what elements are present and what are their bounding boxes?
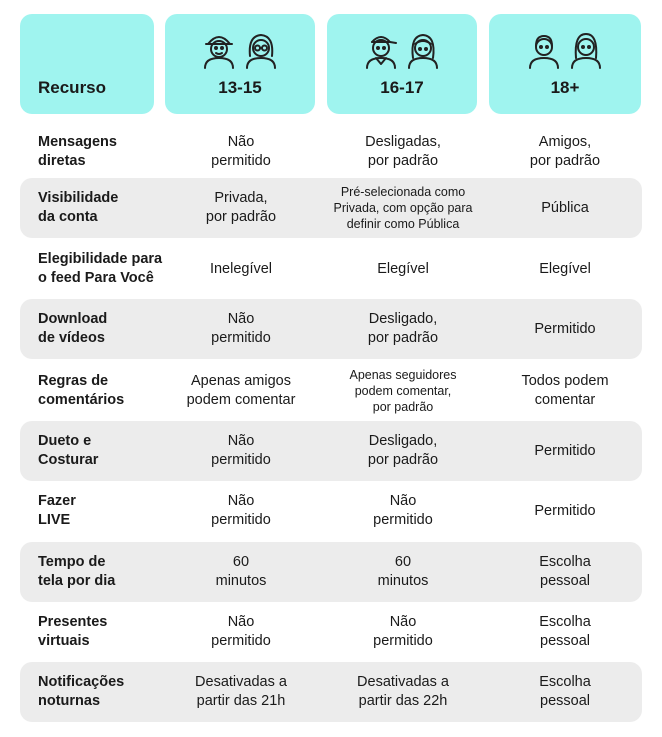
feature-label: Download de vídeos [38, 311, 108, 346]
value-18-plus: Todos podem comentar [521, 373, 609, 408]
value-18-plus: Pública [541, 199, 589, 216]
header-age-16-17: 16-17 [327, 14, 477, 114]
boy-cap-icon [366, 36, 397, 69]
header-icons-16-17 [327, 28, 477, 70]
value-16-17: 60 minutos [377, 554, 429, 589]
value-18-plus: Permitido [534, 502, 596, 519]
header-age-18-plus: 18+ [489, 14, 641, 114]
table-row: Fazer LIVE Não permitido Não permitido P… [20, 481, 642, 541]
teen-boy-cap-icon [204, 36, 234, 69]
value-18-plus: Permitido [534, 320, 596, 337]
value-16-17: Apenas seguidores podem comentar, por pa… [349, 368, 457, 414]
value-16-17: Não permitido [373, 493, 433, 528]
value-16-17: Desligado, por padrão [367, 433, 439, 468]
feature-label: Tempo de tela por dia [38, 554, 116, 589]
value-16-17: Desligadas, por padrão [365, 134, 441, 169]
value-13-15: Privada, por padrão [205, 190, 277, 225]
table-row: Visibilidade da conta Privada, por padrã… [20, 178, 642, 238]
header-icons-13-15 [165, 28, 315, 70]
value-18-plus: Escolha pessoal [539, 674, 591, 709]
value-16-17: Pré-selecionada como Privada, com opção … [333, 185, 473, 231]
table-row: Dueto e Costurar Não permitido Desligado… [20, 421, 642, 481]
table-row: Elegibilidade para o feed Para Você Inel… [20, 239, 642, 299]
feature-label: Fazer LIVE [38, 493, 76, 528]
header-icons-18-plus [489, 28, 641, 70]
header-feature-label: Recurso [38, 78, 107, 97]
header-age-13-15: 13-15 [165, 14, 315, 114]
value-13-15: Não permitido [211, 134, 271, 169]
teen-girl-glasses-icon [246, 34, 276, 69]
value-18-plus: Escolha pessoal [539, 554, 591, 589]
value-18-plus: Amigos, por padrão [529, 134, 601, 169]
feature-label: Presentes virtuais [38, 614, 108, 649]
value-16-17: Não permitido [373, 614, 433, 649]
table-row: Mensagens diretas Não permitido Desligad… [20, 122, 642, 182]
value-13-15: Inelegível [209, 260, 273, 277]
feature-label: Visibilidade da conta [38, 190, 119, 225]
value-18-plus: Permitido [534, 442, 596, 459]
value-13-15: Não permitido [211, 433, 271, 468]
table-row: Tempo de tela por dia 60 minutos 60 minu… [20, 542, 642, 602]
feature-label: Mensagens diretas [38, 134, 117, 169]
table-row: Presentes virtuais Não permitido Não per… [20, 602, 642, 662]
value-13-15: Desativadas a partir das 21h [195, 674, 287, 709]
value-16-17: Desligado, por padrão [367, 311, 439, 346]
value-16-17: Desativadas a partir das 22h [357, 674, 449, 709]
table-row: Download de vídeos Não permitido Desliga… [20, 299, 642, 359]
value-13-15: Não permitido [211, 493, 271, 528]
table-row: Notificações noturnas Desativadas a part… [20, 662, 642, 722]
adult-woman-icon [571, 33, 601, 69]
value-13-15: 60 minutos [215, 554, 267, 589]
girl-headband-icon [408, 34, 438, 69]
adult-man-icon [529, 35, 559, 69]
feature-label: Elegibilidade para o feed Para Você [38, 251, 163, 286]
feature-label: Regras de comentários [38, 373, 125, 408]
value-13-15: Não permitido [211, 311, 271, 346]
value-16-17: Elegível [377, 260, 429, 277]
table-row: Regras de comentários Apenas amigos pode… [20, 361, 642, 421]
header-age-label: 13-15 [218, 78, 262, 97]
value-13-15: Apenas amigos podem comentar [186, 373, 296, 408]
value-18-plus: Escolha pessoal [539, 614, 591, 649]
header-age-label: 18+ [550, 78, 580, 97]
value-18-plus: Elegível [539, 260, 591, 277]
feature-label: Notificações noturnas [38, 674, 125, 709]
value-13-15: Não permitido [211, 614, 271, 649]
feature-label: Dueto e Costurar [38, 433, 99, 468]
header-feature: Recurso [20, 14, 154, 114]
header-age-label: 16-17 [380, 78, 424, 97]
